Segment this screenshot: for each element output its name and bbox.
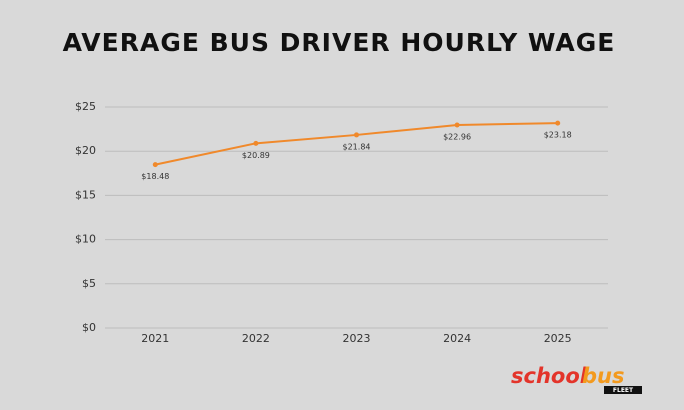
value-label: $18.48 (141, 172, 169, 181)
point (454, 122, 460, 128)
x-tick-label: 2023 (343, 332, 371, 345)
x-tick-label: 2025 (544, 332, 572, 345)
value-label: $23.18 (544, 131, 572, 140)
logo-fleet-box (604, 386, 642, 394)
x-tick-label: 2021 (141, 332, 169, 345)
point (253, 140, 259, 146)
x-tick-label: 2022 (242, 332, 270, 345)
y-tick-label: $20 (75, 144, 96, 157)
point (555, 120, 561, 126)
logo-fleet: FLEET (613, 387, 634, 394)
point (152, 162, 158, 168)
x-tick-label: 2024 (443, 332, 471, 345)
logo-bus: bus (582, 364, 624, 388)
value-label: $21.84 (343, 142, 371, 151)
point (354, 132, 359, 138)
y-tick-label: $10 (75, 233, 96, 246)
value-label: $22.96 (443, 133, 471, 142)
y-tick-label: $5 (82, 277, 96, 290)
chart-title: AVERAGE BUS DRIVER HOURLY WAGE (63, 28, 616, 57)
y-tick-label: $25 (75, 100, 96, 113)
value-label: $20.89 (242, 151, 270, 160)
logo: school bus FLEET (511, 364, 642, 394)
y-tick-label: $15 (75, 188, 96, 201)
logo-school: school (511, 364, 588, 388)
y-tick-label: $0 (82, 321, 96, 334)
